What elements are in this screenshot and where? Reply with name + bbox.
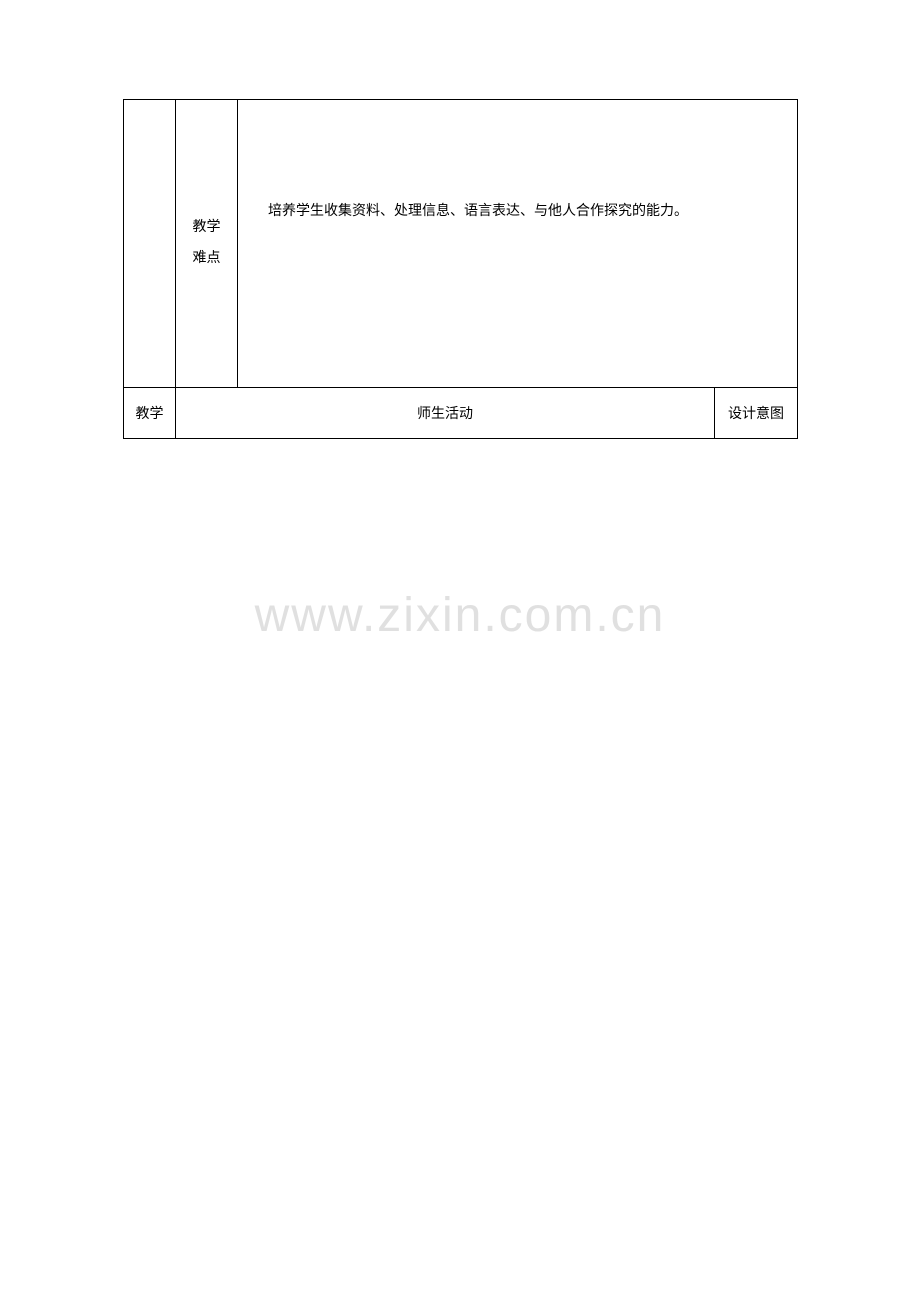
cell-empty xyxy=(124,100,176,388)
label-line2: 难点 xyxy=(184,244,229,275)
watermark-text: www.zixin.com.cn xyxy=(255,588,666,643)
label-line1: 教学 xyxy=(184,213,229,244)
table-row: 教学 难点 培养学生收集资料、处理信息、语言表达、与他人合作探究的能力。 xyxy=(124,100,798,388)
cell-difficulty-content: 培养学生收集资料、处理信息、语言表达、与他人合作探究的能力。 xyxy=(238,100,798,388)
cell-teaching-label: 教学 xyxy=(124,388,176,439)
main-table: 教学 难点 培养学生收集资料、处理信息、语言表达、与他人合作探究的能力。 教学 … xyxy=(123,99,798,439)
table-row: 教学 师生活动 设计意图 xyxy=(124,388,798,439)
cell-activity-label: 师生活动 xyxy=(176,388,715,439)
difficulty-label: 教学 难点 xyxy=(184,213,229,275)
lesson-plan-table: 教学 难点 培养学生收集资料、处理信息、语言表达、与他人合作探究的能力。 教学 … xyxy=(123,99,798,439)
cell-design-label: 设计意图 xyxy=(715,388,798,439)
cell-difficulty-label: 教学 难点 xyxy=(176,100,238,388)
